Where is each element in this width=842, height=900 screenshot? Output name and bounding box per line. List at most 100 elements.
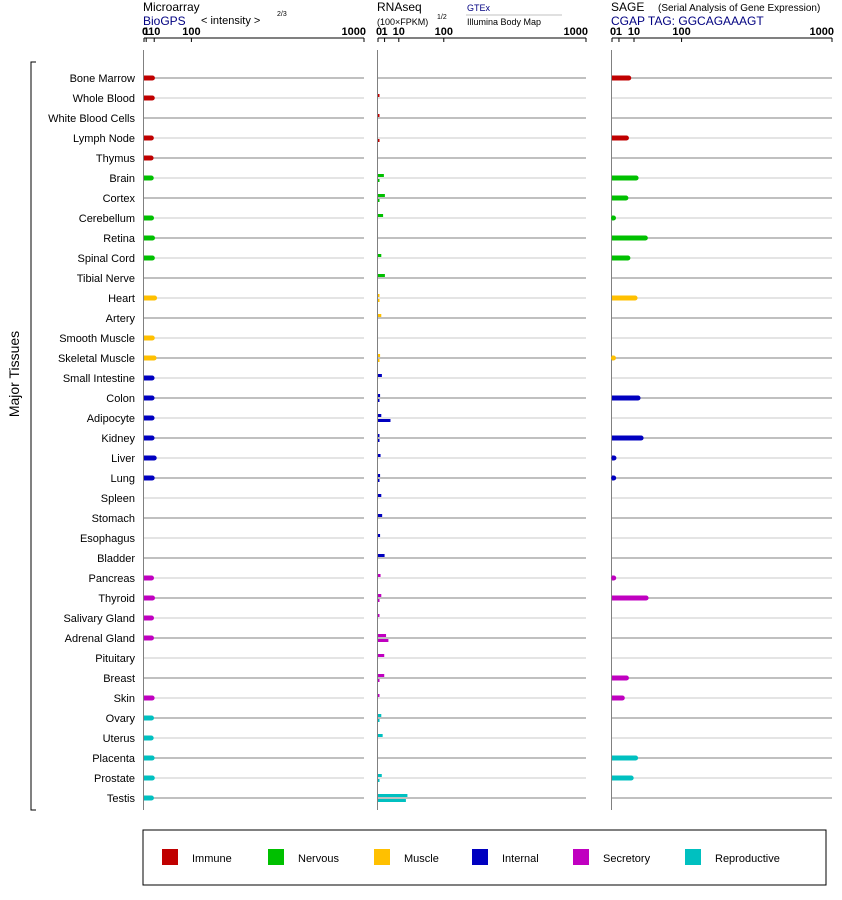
bar-cap (149, 615, 155, 621)
bar (378, 414, 382, 417)
tissue-label: Adipocyte (87, 413, 135, 425)
bar (144, 295, 155, 301)
bar-cap (626, 75, 632, 81)
bar (612, 695, 623, 701)
bar (144, 75, 153, 81)
bar (144, 95, 153, 101)
bar (378, 454, 381, 457)
bar (612, 395, 639, 401)
bar-cap (623, 195, 629, 201)
rnaseq-scale-label: (100×FPKM) (377, 17, 428, 27)
tissue-label: Placenta (92, 753, 136, 765)
bar (378, 639, 389, 642)
bar (144, 395, 153, 401)
tissue-label: Pituitary (95, 653, 135, 665)
sage-title-note: (Serial Analysis of Gene Expression) (658, 3, 820, 14)
tissue-label: Bladder (97, 553, 135, 565)
bar (144, 755, 153, 761)
bar (378, 679, 380, 682)
bar-cap (148, 135, 154, 141)
rnaseq-series-2-name: Illumina Body Map (467, 17, 541, 27)
bar (612, 135, 627, 141)
microarray-title: Microarray (143, 0, 200, 14)
x-tick-label: 1000 (342, 26, 366, 38)
rnaseq-scale-exponent: 1/2 (437, 14, 447, 21)
major-tissues-bracket: Major Tissues (6, 61, 36, 811)
bar-cap (633, 175, 639, 181)
tissue-label: Retina (103, 233, 136, 245)
bar-cap (643, 595, 649, 601)
tissue-label: Cortex (103, 193, 136, 205)
microarray-scale-label: < intensity > (201, 15, 260, 27)
tissue-label: Uterus (103, 733, 136, 745)
bar (612, 675, 627, 681)
x-tick-label: 100 (182, 26, 200, 38)
bar-cap (148, 735, 154, 741)
bar (378, 439, 380, 442)
bar (612, 435, 642, 441)
microarray-scale-exponent: 2/3 (277, 11, 287, 18)
bar (378, 359, 380, 362)
bar (378, 479, 380, 482)
rnaseq-title: RNAseq (377, 0, 422, 14)
bar (378, 594, 382, 597)
bar (378, 214, 384, 217)
bar-cap (149, 395, 155, 401)
bar-cap (149, 755, 155, 761)
bar-cap (611, 575, 617, 581)
tissue-label: Heart (108, 293, 135, 305)
bar (378, 254, 382, 257)
tissue-label: Skeletal Muscle (58, 353, 135, 365)
x-tick-label: 10 (148, 26, 160, 38)
bar (612, 755, 636, 761)
bar (378, 534, 381, 537)
bar-cap (149, 255, 155, 261)
bar-cap (628, 775, 634, 781)
bar-cap (625, 255, 631, 261)
tissues-axis-label: Major Tissues (6, 331, 22, 417)
legend-item: Secretory (573, 849, 651, 865)
bar (144, 415, 153, 421)
x-tick-label: 1000 (564, 26, 588, 38)
bar (144, 235, 153, 241)
bar-cap (642, 235, 648, 241)
legend-swatch (268, 849, 284, 865)
bar (378, 514, 383, 517)
bar-cap (149, 575, 155, 581)
bar (378, 399, 380, 402)
bar-cap (635, 395, 641, 401)
rnaseq-series-1-name: GTEx (467, 3, 491, 13)
bar (612, 75, 629, 81)
legend-item: Immune (162, 849, 232, 865)
x-tick-label: 10 (393, 26, 405, 38)
legend-label: Nervous (298, 853, 339, 865)
tissue-label: Thyroid (98, 593, 135, 605)
legend-swatch (685, 849, 701, 865)
bar (144, 475, 153, 481)
bar (144, 215, 152, 221)
tissue-label: Stomach (92, 513, 135, 525)
bar (144, 455, 155, 461)
bar (378, 94, 380, 97)
bar (612, 775, 632, 781)
bar-cap (149, 415, 155, 421)
bar-cap (623, 135, 629, 141)
bar-cap (611, 455, 617, 461)
tissue-label: Salivary Gland (63, 613, 135, 625)
bar (378, 634, 387, 637)
x-tick-label: 1 (143, 26, 149, 38)
bar (144, 255, 153, 261)
legend-item: Muscle (374, 849, 439, 865)
bar (378, 314, 382, 317)
bar (378, 574, 381, 577)
bar (144, 135, 152, 141)
bar (378, 674, 385, 677)
bar (144, 695, 153, 701)
legend-label: Internal (502, 853, 539, 865)
tissue-label: Bone Marrow (70, 73, 135, 85)
bar (144, 795, 152, 801)
legend-swatch (162, 849, 178, 865)
